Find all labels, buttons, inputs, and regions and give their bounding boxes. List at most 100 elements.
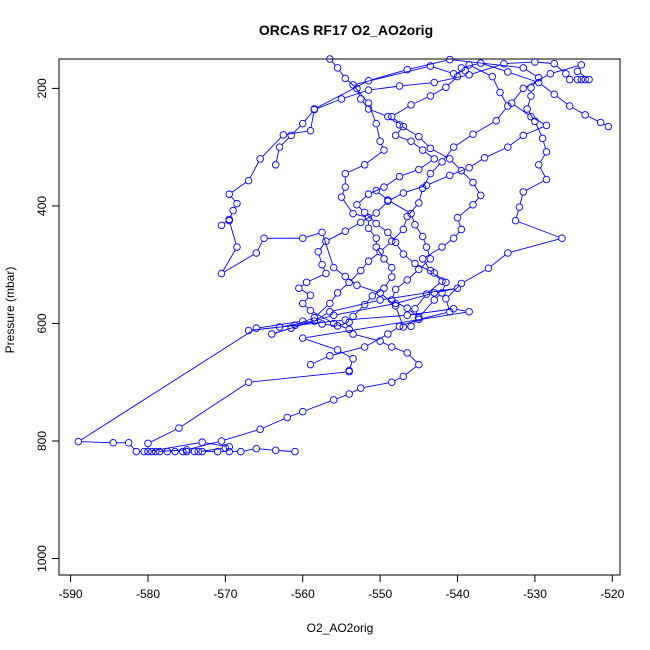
series-line-segment	[390, 194, 401, 200]
series-line-segment	[572, 107, 583, 114]
data-point	[252, 324, 261, 332]
series-line-segment	[452, 168, 467, 175]
data-point	[457, 225, 466, 234]
series-line-segment	[397, 245, 402, 252]
series-line-segment	[511, 238, 559, 253]
series-line-segment	[456, 135, 471, 146]
series-line-segment	[317, 313, 328, 320]
data-point	[175, 424, 183, 432]
x-tick-label: -570	[213, 587, 237, 601]
series-line-segment	[402, 126, 417, 136]
series-line-segment	[359, 206, 363, 211]
series-line-segment	[231, 182, 246, 193]
data-point	[573, 67, 582, 76]
series-line-segment	[310, 112, 315, 128]
data-point	[449, 234, 458, 242]
data-point	[399, 372, 408, 381]
data-point	[496, 88, 504, 97]
series-line-segment	[316, 305, 328, 316]
data-point	[446, 307, 454, 316]
series-line-segment	[444, 240, 452, 246]
series-line-segment	[413, 143, 421, 149]
y-tick-label: 800	[35, 431, 49, 451]
data-point	[550, 90, 558, 99]
series-line-segment	[414, 97, 428, 104]
series-line-segment	[533, 117, 544, 125]
data-point	[376, 248, 384, 256]
series-line-segment	[541, 84, 552, 93]
series-line-segment	[293, 125, 301, 134]
series-line-segment	[328, 232, 343, 240]
series-line-segment	[382, 294, 394, 304]
series-line-segment	[526, 74, 548, 88]
series-line-segment	[325, 324, 335, 326]
series-line-segment	[472, 64, 501, 75]
series-line-segment	[371, 70, 404, 81]
data-point	[562, 69, 570, 78]
series-line-segment	[390, 327, 397, 333]
series-line-segment	[348, 315, 404, 321]
series-line-segment	[421, 260, 429, 268]
data-point	[422, 290, 431, 298]
data-point	[446, 171, 454, 180]
data-point	[144, 439, 152, 448]
data-point	[326, 307, 334, 316]
x-tick-label: -540	[445, 587, 469, 601]
series-line-segment	[181, 383, 246, 427]
series-line-segment	[510, 72, 536, 82]
data-point	[182, 446, 191, 454]
series-line-segment	[252, 319, 342, 331]
data-point	[531, 117, 539, 126]
series-line-segment	[224, 429, 257, 441]
data-point	[403, 65, 411, 74]
series-line-segment	[433, 66, 451, 74]
series-line-segment	[458, 70, 461, 74]
series-line-segment	[385, 279, 391, 286]
data-point	[395, 172, 404, 181]
data-point	[302, 278, 311, 287]
series-line-segment	[317, 81, 366, 108]
data-point	[357, 266, 365, 275]
series-line-segment	[348, 223, 358, 230]
data-point	[484, 264, 493, 272]
series-line-segment	[275, 150, 280, 162]
data-point	[326, 55, 334, 63]
series-line-segment	[370, 230, 375, 236]
series-line-segment	[339, 284, 347, 291]
data-point	[565, 102, 574, 110]
series-line-segment	[381, 144, 383, 148]
series-line-segment	[403, 219, 407, 227]
data-point	[233, 243, 241, 251]
series-line-segment	[130, 445, 135, 450]
data-point	[353, 281, 361, 290]
series-line-segment	[301, 289, 308, 294]
data-point	[364, 213, 373, 222]
data-point	[457, 279, 466, 288]
data-point	[349, 330, 357, 338]
data-point	[341, 272, 350, 281]
data-point	[360, 343, 369, 351]
series-line-segment	[433, 88, 444, 95]
data-point	[124, 439, 133, 447]
series-line-segment	[378, 203, 386, 211]
data-point	[387, 263, 396, 272]
data-point	[357, 384, 365, 392]
series-line-segment	[428, 283, 440, 293]
x-tick-label: -530	[523, 587, 547, 601]
data-point	[179, 447, 187, 456]
series-line-segment	[406, 186, 424, 193]
data-point	[415, 165, 423, 174]
data-point	[171, 447, 179, 456]
data-point	[504, 68, 512, 76]
series-line-segment	[331, 295, 336, 301]
data-point	[411, 259, 419, 268]
series-line-segment	[553, 65, 579, 74]
data-point	[488, 72, 497, 81]
series-line-segment	[301, 284, 305, 287]
data-point	[372, 119, 381, 128]
data-point	[446, 155, 454, 163]
data-point	[380, 255, 388, 263]
series-line-segment	[351, 272, 359, 281]
data-point	[581, 75, 589, 84]
